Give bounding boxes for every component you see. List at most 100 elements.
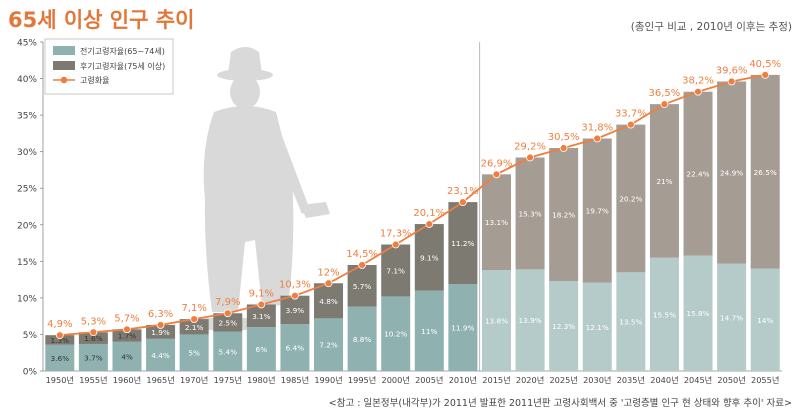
x-tick-label: 1980년 xyxy=(247,375,275,385)
bar-label-early-elderly: 4% xyxy=(121,352,133,361)
bar-label-early-elderly: 8.8% xyxy=(353,335,372,344)
legend-marker-aging-rate xyxy=(60,76,68,84)
x-tick-label: 2020년 xyxy=(516,375,544,385)
legend-label-aging-rate: 고령화율 xyxy=(80,76,109,85)
bar-early-elderly xyxy=(515,269,545,371)
bar-label-early-elderly: 12.3% xyxy=(552,322,575,331)
bar-label-late-elderly: 18.2% xyxy=(552,211,575,220)
aging-rate-label: 33,7% xyxy=(615,109,647,120)
bar-label-late-elderly: 2.5% xyxy=(218,318,237,327)
aging-rate-point xyxy=(559,144,568,152)
bar-early-elderly xyxy=(448,283,478,371)
aging-rate-point xyxy=(660,100,669,109)
bar-late-elderly xyxy=(179,319,209,335)
x-tick-label: 2005년 xyxy=(415,375,443,385)
bar-label-late-elderly: 5.7% xyxy=(353,282,372,291)
x-tick-label: 1985년 xyxy=(281,375,309,385)
bar-label-late-elderly: 13.1% xyxy=(485,218,508,227)
bar-label-late-elderly: 1.6% xyxy=(84,334,103,343)
bar-label-early-elderly: 15.8% xyxy=(686,309,709,318)
aging-rate-point xyxy=(156,321,165,329)
aging-rate-label: 9,1% xyxy=(249,288,274,299)
bar-late-elderly xyxy=(78,332,108,344)
bar-early-elderly xyxy=(414,290,444,371)
bar-early-elderly xyxy=(78,343,108,371)
aging-rate-label: 14,5% xyxy=(346,249,378,260)
bar-early-elderly xyxy=(246,327,276,371)
bar-label-early-elderly: 11.9% xyxy=(451,323,474,332)
bar-early-elderly xyxy=(616,272,646,371)
aging-rate-point xyxy=(257,300,266,309)
aging-rate-label: 7,9% xyxy=(215,297,240,308)
aging-rate-point xyxy=(324,279,333,288)
y-tick-label: 30% xyxy=(17,148,37,158)
bar-late-elderly xyxy=(750,74,780,269)
bar-late-elderly xyxy=(347,264,377,307)
aging-rate-point xyxy=(89,328,98,337)
bar-label-late-elderly: 26.5% xyxy=(754,168,777,177)
bar-label-early-elderly: 11% xyxy=(421,327,437,336)
aging-rate-point xyxy=(123,325,131,334)
bar-late-elderly xyxy=(515,157,545,270)
x-tick-label: 2015년 xyxy=(482,375,510,385)
x-tick-label: 2045년 xyxy=(684,375,712,385)
chart-title: 65세 이상 인구 추이 xyxy=(8,8,194,32)
x-tick-label: 1995년 xyxy=(348,375,376,385)
aging-rate-label: 7,1% xyxy=(181,303,206,314)
x-tick-label: 1955년 xyxy=(79,375,107,385)
legend-label-late-elderly: 후기고령자율(75세 이상) xyxy=(80,61,165,71)
bar-early-elderly xyxy=(146,338,176,371)
x-tick-label: 2025년 xyxy=(549,375,577,385)
bar-early-elderly xyxy=(45,344,75,371)
bar-early-elderly xyxy=(179,334,209,371)
bar-label-late-elderly: 20.2% xyxy=(619,194,642,203)
aging-rate-point xyxy=(458,198,467,207)
y-tick-label: 10% xyxy=(17,294,37,304)
bar-late-elderly xyxy=(314,283,344,319)
bar-late-elderly xyxy=(549,148,579,282)
bar-label-early-elderly: 6% xyxy=(256,345,268,354)
bar-late-elderly xyxy=(414,224,444,291)
bar-label-late-elderly: 19.7% xyxy=(586,207,609,216)
aging-rate-point xyxy=(291,291,299,300)
aging-rate-label: 26,9% xyxy=(481,158,513,169)
bar-label-early-elderly: 6.4% xyxy=(286,344,305,353)
x-tick-label: 2055년 xyxy=(751,375,779,385)
aging-rate-label: 20,1% xyxy=(413,208,445,219)
x-axis-labels: 1950년 1955년 1960년 1965년 1970년 1975년 1980년 1985년… xyxy=(46,375,780,385)
x-tick-label: 1965년 xyxy=(146,375,174,385)
aging-rate-label: 17,3% xyxy=(380,229,412,240)
aging-rate-point xyxy=(391,240,400,249)
bar-label-early-elderly: 5% xyxy=(188,349,200,358)
y-tick-label: 25% xyxy=(17,185,37,195)
bar-late-elderly xyxy=(448,202,478,284)
bar-label-late-elderly: 24.9% xyxy=(720,169,743,178)
aging-rate-point xyxy=(593,134,602,143)
aging-rate-label: 5,7% xyxy=(114,313,139,324)
bar-label-early-elderly: 3.6% xyxy=(51,354,70,363)
chart-source-note: <참고 : 일본정부(내각부)가 2011년 발표한 2011년판 고령사회백서… xyxy=(329,397,792,409)
y-tick-label: 35% xyxy=(17,112,37,122)
bar-label-early-elderly: 13.9% xyxy=(518,316,541,325)
bar-early-elderly xyxy=(683,255,713,371)
bar-late-elderly xyxy=(616,124,646,273)
aging-rate-point xyxy=(223,309,232,318)
bar-label-late-elderly: 21% xyxy=(656,177,672,186)
bar-label-late-elderly: 9.1% xyxy=(420,253,439,262)
bar-label-early-elderly: 14% xyxy=(757,316,773,325)
bar-early-elderly xyxy=(347,306,377,371)
bar-late-elderly xyxy=(481,174,511,271)
x-tick-label: 2035년 xyxy=(617,375,645,385)
aging-rate-label: 23,1% xyxy=(447,186,479,197)
legend-swatch-late-elderly xyxy=(53,61,75,70)
y-tick-label: 20% xyxy=(17,221,37,231)
bar-label-late-elderly: 7.1% xyxy=(386,266,405,275)
aging-rate-label: 36,5% xyxy=(649,88,681,99)
bar-label-early-elderly: 13.5% xyxy=(619,318,642,327)
bar-early-elderly xyxy=(314,318,344,371)
bar-late-elderly xyxy=(649,104,679,258)
bar-early-elderly xyxy=(481,270,511,371)
bar-label-late-elderly: 1.3% xyxy=(51,336,70,345)
bar-label-early-elderly: 4.4% xyxy=(151,351,170,360)
bar-label-early-elderly: 15.5% xyxy=(653,310,676,319)
